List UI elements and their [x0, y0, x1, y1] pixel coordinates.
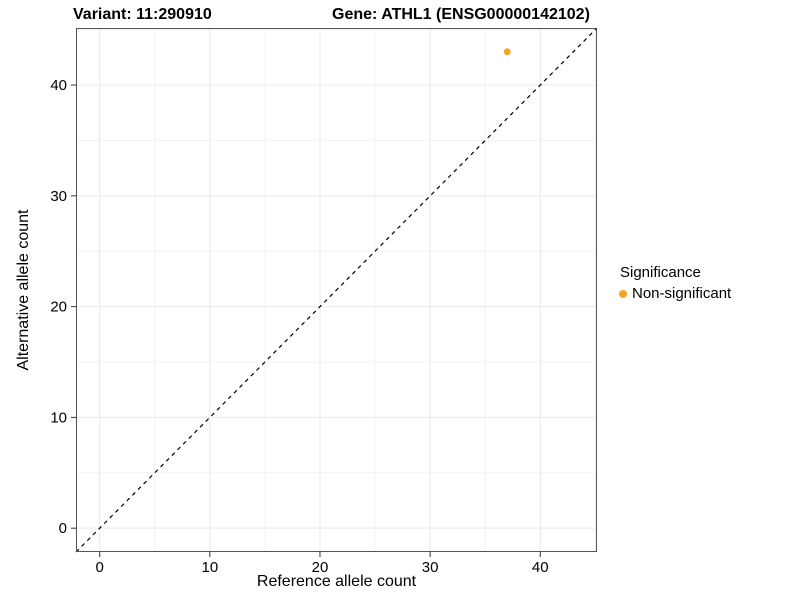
- x-tick-label: 0: [96, 559, 104, 576]
- plot-title-variant: Variant: 11:290910: [73, 6, 212, 23]
- plot-title-gene: Gene: ATHL1 (ENSG00000142102): [332, 6, 590, 23]
- legend: Significance Non-significant: [618, 264, 731, 302]
- y-tick-label: 10: [50, 409, 67, 426]
- y-axis-title: Alternative allele count: [15, 209, 32, 371]
- plot-panel: 0 10 20 30 40 0 10 20 30 40: [50, 27, 598, 576]
- x-tick-label: 20: [312, 559, 329, 576]
- data-point: [503, 48, 511, 56]
- legend-item: Non-significant: [618, 285, 731, 302]
- y-tick-label: 40: [50, 77, 67, 94]
- legend-item-label: Non-significant: [632, 285, 732, 302]
- scatter-plot-canvas: 0 10 20 30 40 0 10 20 30 40: [50, 27, 598, 576]
- panel-border: [76, 28, 597, 552]
- x-tick-label: 30: [422, 559, 439, 576]
- y-tick-label: 30: [50, 188, 67, 205]
- x-tick-label: 40: [532, 559, 549, 576]
- legend-key-dot-icon: [619, 289, 627, 298]
- identity-dashed-line: [75, 27, 598, 553]
- x-axis-title: Reference allele count: [256, 573, 417, 590]
- y-tick-label: 0: [59, 520, 67, 537]
- y-tick-label: 20: [50, 299, 67, 316]
- x-tick-label: 10: [201, 559, 218, 576]
- legend-title: Significance: [620, 264, 701, 281]
